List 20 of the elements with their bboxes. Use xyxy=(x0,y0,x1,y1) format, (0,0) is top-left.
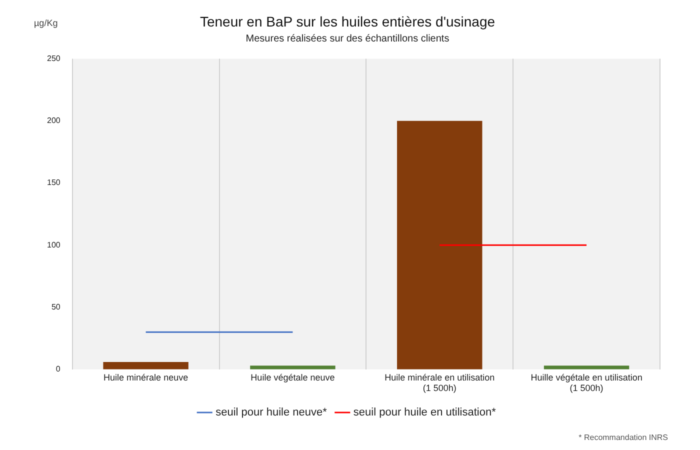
bar xyxy=(103,362,188,370)
legend-label: seuil pour huile neuve* xyxy=(216,406,328,419)
chart-subtitle: Mesures réalisées sur des échantillons clients xyxy=(246,34,450,45)
y-tick-label: 50 xyxy=(51,302,61,312)
x-tick-label: Huille végétale en utilisation (1 500h) xyxy=(530,372,642,394)
y-tick-label: 100 xyxy=(46,240,61,250)
bar xyxy=(544,366,630,370)
y-tick-label: 150 xyxy=(46,178,61,188)
text: * Recommandation INRS xyxy=(578,433,668,442)
chart-title: Teneur en BaP sur les huiles entières d'usinage xyxy=(200,13,496,30)
y-tick-label: 250 xyxy=(46,54,61,64)
legend-label: seuil pour huile en utilisation* xyxy=(353,406,497,419)
x-tick-label: Huile végétale neuve xyxy=(250,372,335,382)
bar xyxy=(397,120,482,370)
y-tick-label: 0 xyxy=(56,364,61,374)
x-tick-label: Huile minérale en utilisation (1 500h) xyxy=(384,372,495,394)
x-tick-label: Huile minérale neuve xyxy=(104,372,188,382)
y-tick-label: 200 xyxy=(46,116,61,126)
y-axis-title: µg/Kg xyxy=(34,18,58,28)
bar xyxy=(250,366,336,370)
